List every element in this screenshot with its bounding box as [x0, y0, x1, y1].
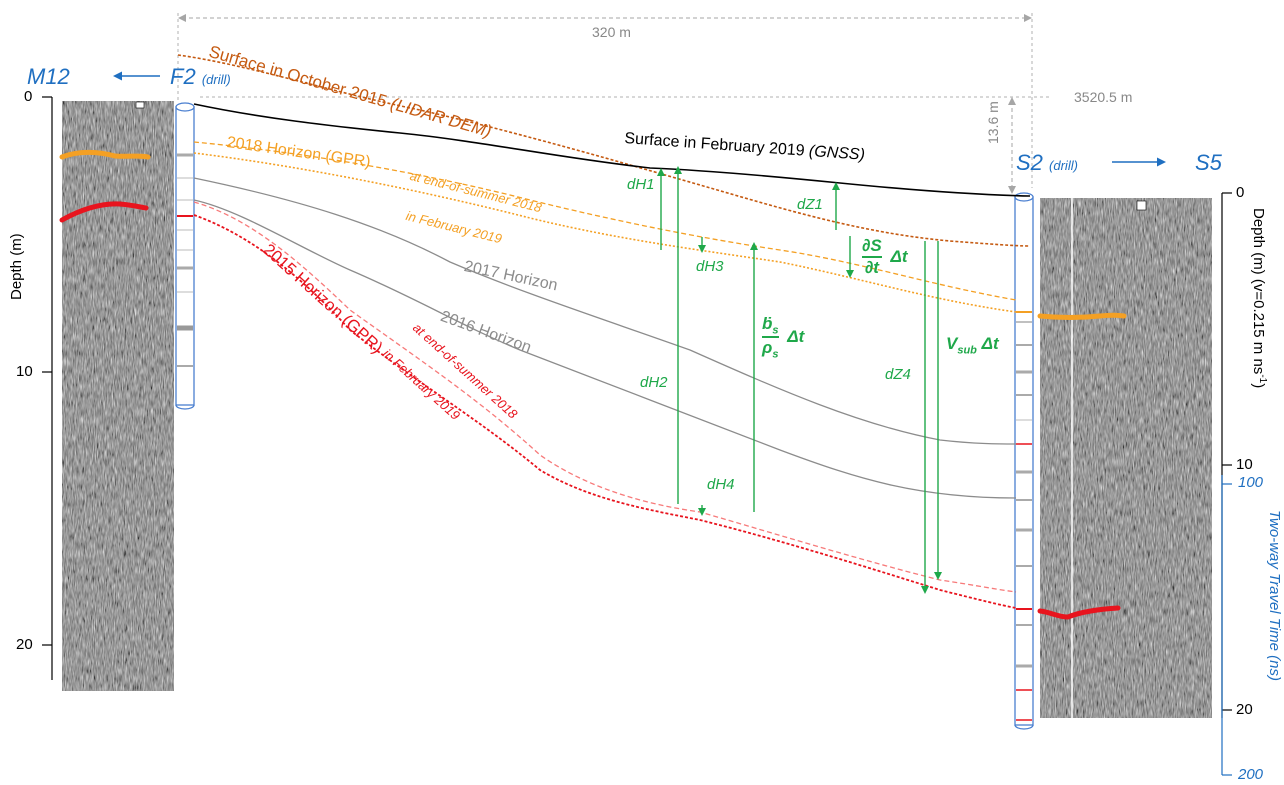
right-tick-20: 20 — [1236, 701, 1253, 718]
right-depth-axis-text: Depth (m) (v=0.215 m ns — [1250, 208, 1267, 375]
horizon-2018-summer-line — [193, 141, 1017, 301]
elevation-label: 3520.5 m — [1074, 89, 1133, 105]
accumulation-numerator: ḃs — [762, 314, 779, 336]
left-tick-0: 0 — [24, 88, 33, 105]
elevation-reference — [200, 96, 1050, 194]
accumulation-formula: ḃs ρs Δt — [762, 314, 804, 361]
dh3-label: dH3 — [696, 258, 724, 275]
accumulation-denominator: ρs — [762, 336, 779, 361]
right-depth-axis-label: Depth (m) (v=0.215 m ns-1) — [1250, 208, 1268, 388]
right-tick-10: 10 — [1236, 456, 1253, 473]
accumulation-b-sub: s — [772, 324, 779, 337]
velocity-dt: Δt — [981, 334, 999, 353]
velocity-sub: sub — [957, 344, 977, 357]
right-twt-axis-label: Two-way Travel Time (ns) — [1266, 510, 1283, 681]
accumulation-rho-sub: s — [772, 348, 779, 361]
dh2-label: dH2 — [640, 374, 668, 391]
accumulation-dt: Δt — [787, 327, 805, 347]
dh1-label: dH1 — [627, 176, 655, 193]
surface-rate-numerator: ∂S — [862, 236, 882, 255]
width-dimension — [177, 13, 1033, 188]
right-depth-axis — [1221, 192, 1232, 718]
accumulation-rho: ρ — [762, 338, 773, 358]
site-f2-sub: (drill) — [201, 72, 231, 87]
surface-change-rate-formula: ∂S ∂t Δt — [862, 236, 908, 278]
right-twt-axis — [1221, 475, 1232, 776]
site-s2-sub: (drill) — [1049, 158, 1078, 173]
dh4-label: dH4 — [707, 476, 735, 493]
dz4-label: dZ4 — [885, 366, 911, 383]
horizon-2016-line — [193, 199, 1017, 499]
horizon-2018-feb-line — [193, 152, 1017, 313]
velocity-v: V — [946, 334, 958, 353]
horizon-2015-feb-line — [193, 214, 1017, 609]
left-tick-20: 20 — [16, 636, 33, 653]
accumulation-b: ḃ — [762, 314, 773, 333]
site-f2-name: F2 — [170, 64, 196, 89]
horizon-2017-line — [193, 177, 1017, 445]
surface-rate-dt: Δt — [890, 247, 908, 266]
horizon-2015-summer-line — [193, 201, 1017, 593]
left-tick-10: 10 — [16, 363, 33, 380]
site-s2-label: S2 (drill) — [1016, 150, 1078, 176]
s2-borehole — [1014, 192, 1034, 730]
site-s2-name: S2 — [1016, 150, 1043, 175]
left-depth-axis — [42, 96, 53, 680]
gnss-surface-source: (GNSS) — [808, 142, 866, 164]
right-twt-tick-200: 200 — [1238, 766, 1264, 783]
site-s5-label: S5 — [1195, 150, 1222, 175]
gnss-surface-line — [193, 103, 1031, 197]
right-tick-0: 0 — [1236, 184, 1245, 201]
left-radargram — [59, 101, 174, 691]
f2-borehole — [175, 102, 195, 410]
width-label: 320 m — [592, 24, 631, 40]
left-axis-label: Depth (m) — [8, 233, 25, 300]
depth-offset-label: 13.6 m — [985, 101, 1001, 144]
site-m12-label: M12 — [27, 64, 70, 89]
site-f2-label: F2 (drill) — [170, 64, 231, 90]
right-depth-axis-close: ) — [1250, 383, 1267, 389]
dz1-label: dZ1 — [797, 196, 823, 213]
right-radargram — [1037, 198, 1212, 718]
subsidence-velocity-formula: Vsub Δt — [946, 334, 999, 356]
right-depth-axis-sup: -1 — [1257, 374, 1268, 384]
right-twt-tick-100: 100 — [1238, 474, 1264, 491]
measurement-arrows — [657, 166, 942, 594]
surface-rate-denominator: ∂t — [862, 256, 882, 278]
